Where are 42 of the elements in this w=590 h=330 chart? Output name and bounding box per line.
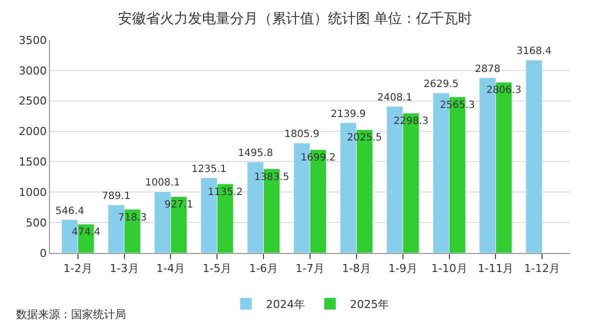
data-label: 1008.1 xyxy=(145,178,180,189)
data-label: 1383.5 xyxy=(254,172,290,183)
legend-label: 2025年 xyxy=(350,298,389,311)
y-tick-label: 0 xyxy=(40,246,47,260)
data-label: 2298.3 xyxy=(393,116,428,128)
x-tick-label: 1-5月 xyxy=(202,262,232,276)
data-label: 1235.1 xyxy=(192,164,227,175)
data-label: 789.1 xyxy=(102,190,130,202)
data-label: 2025.5 xyxy=(347,132,382,144)
data-label: 2565.3 xyxy=(440,100,475,111)
data-label: 1135.2 xyxy=(208,186,243,198)
chart-title: 安徽省火力发电量分月（累计值）统计图 单位：亿千瓦时 xyxy=(118,11,472,27)
data-label: 1805.9 xyxy=(284,129,320,140)
x-tick-label: 1-6月 xyxy=(249,262,278,276)
y-tick-label: 1500 xyxy=(18,156,47,169)
data-label: 2806.3 xyxy=(486,85,522,96)
x-tick-label: 1-8月 xyxy=(342,262,371,276)
data-label: 546.4 xyxy=(55,206,84,217)
y-tick-label: 3000 xyxy=(18,64,47,78)
y-tick-label: 3500 xyxy=(18,34,47,47)
y-tick-label: 2000 xyxy=(18,125,47,138)
bar xyxy=(526,60,542,253)
x-tick-label: 1-9月 xyxy=(388,262,418,276)
y-tick-label: 2500 xyxy=(18,94,47,108)
x-tick-label: 1-3月 xyxy=(110,262,139,276)
x-tick-label: 1-10月 xyxy=(431,262,468,276)
x-tick-label: 1-4月 xyxy=(156,262,186,276)
data-label: 2878 xyxy=(474,64,500,75)
y-tick-label: 500 xyxy=(26,216,47,230)
data-label: 2629.5 xyxy=(424,78,459,90)
data-label: 3168.4 xyxy=(516,46,552,58)
source-note: 数据来源：国家统计局 xyxy=(16,308,126,321)
data-label: 2408.1 xyxy=(377,92,412,104)
x-tick-label: 1-7月 xyxy=(296,262,324,276)
data-label: 1495.8 xyxy=(238,148,273,159)
x-tick-label: 1-12月 xyxy=(524,262,560,276)
x-tick-label: 1-11月 xyxy=(478,262,514,276)
legend-label: 2024年 xyxy=(266,298,305,311)
data-label: 2139.9 xyxy=(330,108,366,120)
x-tick-label: 1-2月 xyxy=(63,262,92,276)
data-label: 1699.2 xyxy=(300,152,336,164)
y-tick-label: 1000 xyxy=(18,186,47,199)
